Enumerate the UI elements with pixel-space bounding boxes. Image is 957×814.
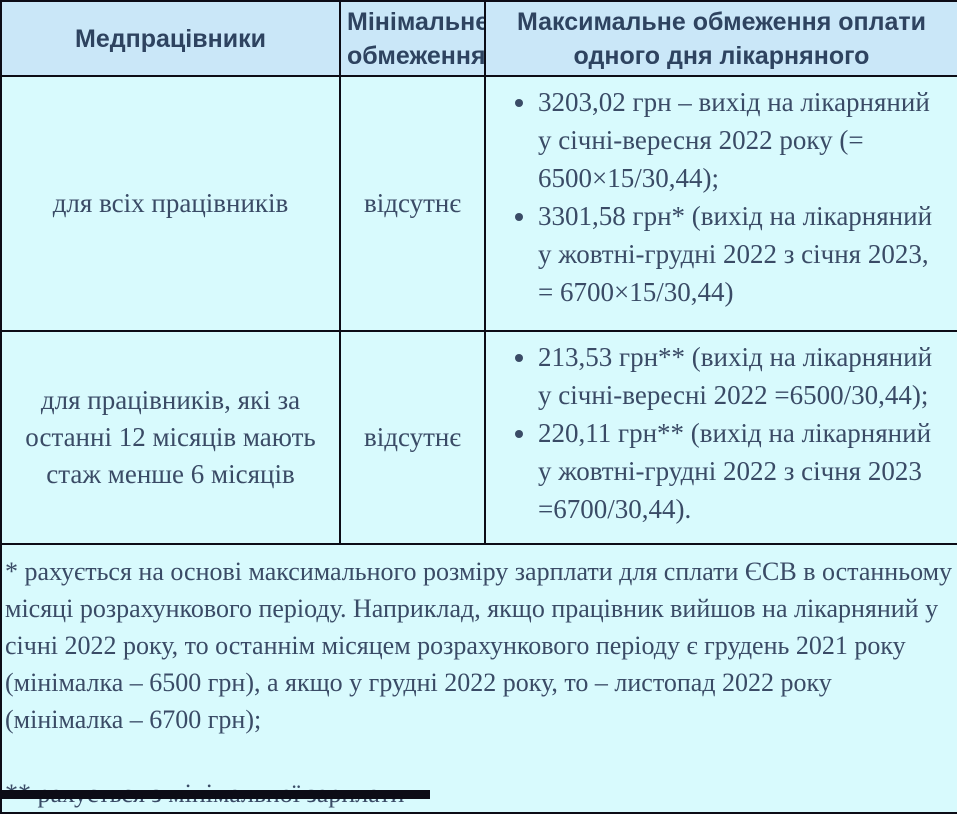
table-row: для всіх працівників відсутнє 3203,02 гр… — [0, 75, 957, 332]
bullet-item: 213,53 грн** (вихід на лікарняний у січн… — [538, 338, 949, 414]
header-min-limit: Мінімальне обмеження — [339, 0, 486, 77]
row1-max-limit: 3203,02 грн – вихід на лікарняний у січн… — [484, 75, 957, 332]
row1-category: для всіх працівників — [0, 75, 341, 332]
row2-max-limit-list: 213,53 грн** (вихід на лікарняний у січн… — [487, 338, 949, 528]
table-row: для працівників, які за останні 12 місяц… — [0, 330, 957, 545]
bullet-item: 220,11 грн** (вихід на лікарняний у жовт… — [538, 414, 949, 528]
footnote-single-asterisk: * рахується на основі максимального розм… — [5, 557, 953, 734]
header-max-limit: Максимальне обмеження оплати одного дня … — [484, 0, 957, 77]
row2-category: для працівників, які за останні 12 місяц… — [0, 330, 341, 545]
table-header-row: Медпрацівники Мінімальне обмеження Макси… — [0, 0, 957, 77]
row1-min-limit: відсутнє — [339, 75, 486, 332]
bottom-border-strip — [0, 790, 430, 799]
row1-max-limit-list: 3203,02 грн – вихід на лікарняний у січн… — [487, 83, 949, 311]
row2-max-limit: 213,53 грн** (вихід на лікарняний у січн… — [484, 330, 957, 545]
bullet-item: 3203,02 грн – вихід на лікарняний у січн… — [538, 83, 949, 197]
bullet-item: 3301,58 грн* (вихід на лікарняний у жовт… — [538, 197, 949, 311]
footnotes-row: * рахується на основі максимального розм… — [0, 543, 957, 814]
footnotes-cell: * рахується на основі максимального розм… — [0, 543, 957, 814]
header-medworkers: Медпрацівники — [0, 0, 341, 77]
row2-min-limit: відсутнє — [339, 330, 486, 545]
